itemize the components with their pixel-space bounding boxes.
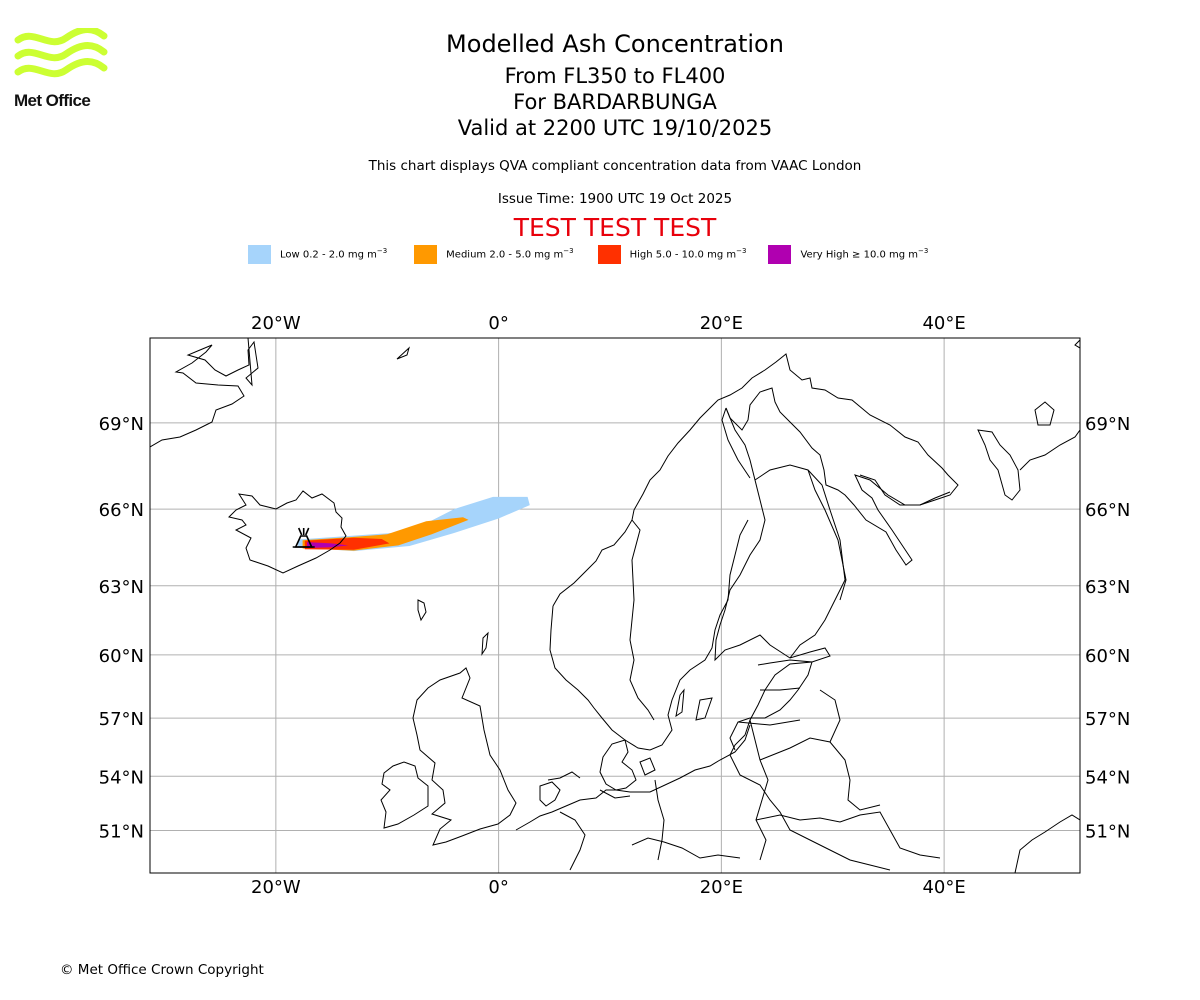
coastline-russia-north: [1019, 429, 1080, 471]
border-norway-sweden: [629, 519, 655, 721]
lat-tick-label-left: 51°N: [99, 821, 144, 842]
test-banner: TEST TEST TEST: [513, 213, 717, 242]
lon-tick-label-top: 40°E: [922, 313, 965, 334]
coastline-faroes: [417, 599, 427, 622]
lat-tick-label-right: 69°N: [1085, 414, 1130, 435]
map-frame: [149, 337, 1081, 874]
border-germany-poland: [654, 779, 665, 861]
coastline-ireland: [380, 761, 429, 829]
legend-item-medium: Medium 2.0 - 5.0 mg m−3: [414, 244, 574, 264]
border-benelux-germany: [559, 811, 586, 871]
lat-tick-label-right: 51°N: [1085, 821, 1130, 842]
lon-tick-label-bottom: 0°: [488, 877, 508, 898]
volcano-name: For BARDARBUNGA: [513, 90, 717, 114]
coastline-oland: [675, 688, 685, 718]
coastline-netherlands-frisian: [547, 771, 581, 781]
coastline-benelux: [539, 781, 561, 807]
legend-swatch-low: [248, 244, 271, 264]
coastline-denmark: [599, 739, 637, 791]
coastline-scandinavia: [552, 353, 959, 607]
legend-item-low: Low 0.2 - 2.0 mg m−3: [248, 244, 388, 264]
border-germany-czech: [631, 837, 741, 859]
lon-tick-label-bottom: 20°W: [251, 877, 301, 898]
border-denmark-germany: [599, 789, 631, 799]
concentration-legend: Low 0.2 - 2.0 mg m−3 Medium 2.0 - 5.0 mg…: [248, 243, 928, 265]
copyright-notice: © Met Office Crown Copyright: [60, 962, 264, 978]
border-finland-russia: [807, 469, 847, 601]
lat-tick-label-left: 66°N: [99, 500, 144, 521]
lat-tick-label-left: 63°N: [99, 577, 144, 598]
coastline-sweden-inner: [549, 519, 749, 751]
chart-title: Modelled Ash Concentration: [446, 30, 784, 58]
border-baltic-1: [760, 687, 801, 691]
lat-tick-label-left: 69°N: [99, 414, 144, 435]
coastline-kanin: [977, 429, 1021, 501]
lon-tick-label-top: 20°E: [700, 313, 743, 334]
lon-tick-label-bottom: 20°E: [700, 877, 743, 898]
border-sweden-finland: [721, 407, 751, 479]
coastline-greenland: [150, 338, 259, 448]
legend-label-low: Low 0.2 - 2.0 mg m−3: [280, 247, 388, 261]
coastline-finland-east: [754, 464, 846, 659]
coastline-white-sea: [859, 474, 951, 506]
lat-tick-label-right: 60°N: [1085, 646, 1130, 667]
coastline-gotland: [695, 697, 713, 721]
coastline-great-britain: [412, 667, 517, 846]
valid-time: Valid at 2200 UTC 19/10/2025: [457, 116, 773, 140]
lon-tick-label-top: 0°: [488, 313, 508, 334]
coastline-russia-east: [1014, 814, 1080, 873]
lat-tick-label-right: 66°N: [1085, 500, 1130, 521]
coastline-zealand: [639, 757, 656, 776]
legend-label-very-high: Very High ≥ 10.0 mg m−3: [800, 247, 929, 261]
coastline-continental-europe: [515, 724, 751, 831]
legend-item-high: High 5.0 - 10.0 mg m−3: [597, 244, 747, 264]
border-belarus-ukraine: [755, 811, 941, 859]
lon-tick-label-bottom: 40°E: [922, 877, 965, 898]
coastline-kolguev: [1034, 401, 1055, 426]
border-belarus: [759, 737, 881, 811]
issue-time: Issue Time: 1900 UTC 19 Oct 2025: [497, 191, 733, 207]
coastline-iceland: [228, 490, 347, 574]
lat-tick-label-left: 57°N: [99, 709, 144, 730]
ash-plume-very-high: [307, 542, 349, 548]
lat-tick-label-left: 54°N: [99, 767, 144, 788]
legend-swatch-high: [597, 244, 621, 264]
lat-tick-label-right: 63°N: [1085, 577, 1130, 598]
border-poland-east: [749, 719, 769, 861]
lat-tick-label-left: 60°N: [99, 646, 144, 667]
border-baltic-2: [737, 719, 801, 726]
coastline-novaya-zemlya: [1074, 339, 1080, 349]
volcano-marker-icon: [292, 527, 315, 548]
flight-level-range: From FL350 to FL400: [504, 64, 726, 88]
legend-label-medium: Medium 2.0 - 5.0 mg m−3: [446, 247, 574, 261]
chart-description: This chart displays QVA compliant concen…: [368, 158, 862, 174]
legend-swatch-medium: [414, 244, 438, 264]
met-office-logo-text: Met Office: [14, 91, 91, 110]
coastline-jan-mayen: [396, 346, 410, 360]
coastline-shetland: [481, 631, 489, 656]
legend-item-very-high: Very High ≥ 10.0 mg m−3: [768, 244, 929, 264]
border-russia-belarus: [819, 689, 841, 743]
legend-swatch-very-high: [768, 244, 792, 264]
legend-label-high: High 5.0 - 10.0 mg m−3: [629, 247, 747, 261]
lat-tick-label-right: 54°N: [1085, 767, 1130, 788]
lat-tick-label-right: 57°N: [1085, 709, 1130, 730]
lon-tick-label-top: 20°W: [251, 313, 301, 334]
met-office-logo-icon: [14, 28, 108, 78]
coastline-gulf-of-bothnia: [714, 407, 891, 871]
